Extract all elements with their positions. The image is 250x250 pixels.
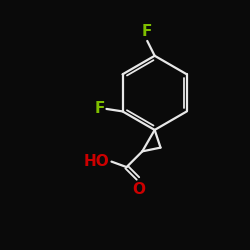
Text: F: F: [142, 24, 152, 39]
Text: F: F: [95, 102, 105, 116]
Text: HO: HO: [83, 154, 109, 169]
Text: O: O: [133, 182, 146, 197]
